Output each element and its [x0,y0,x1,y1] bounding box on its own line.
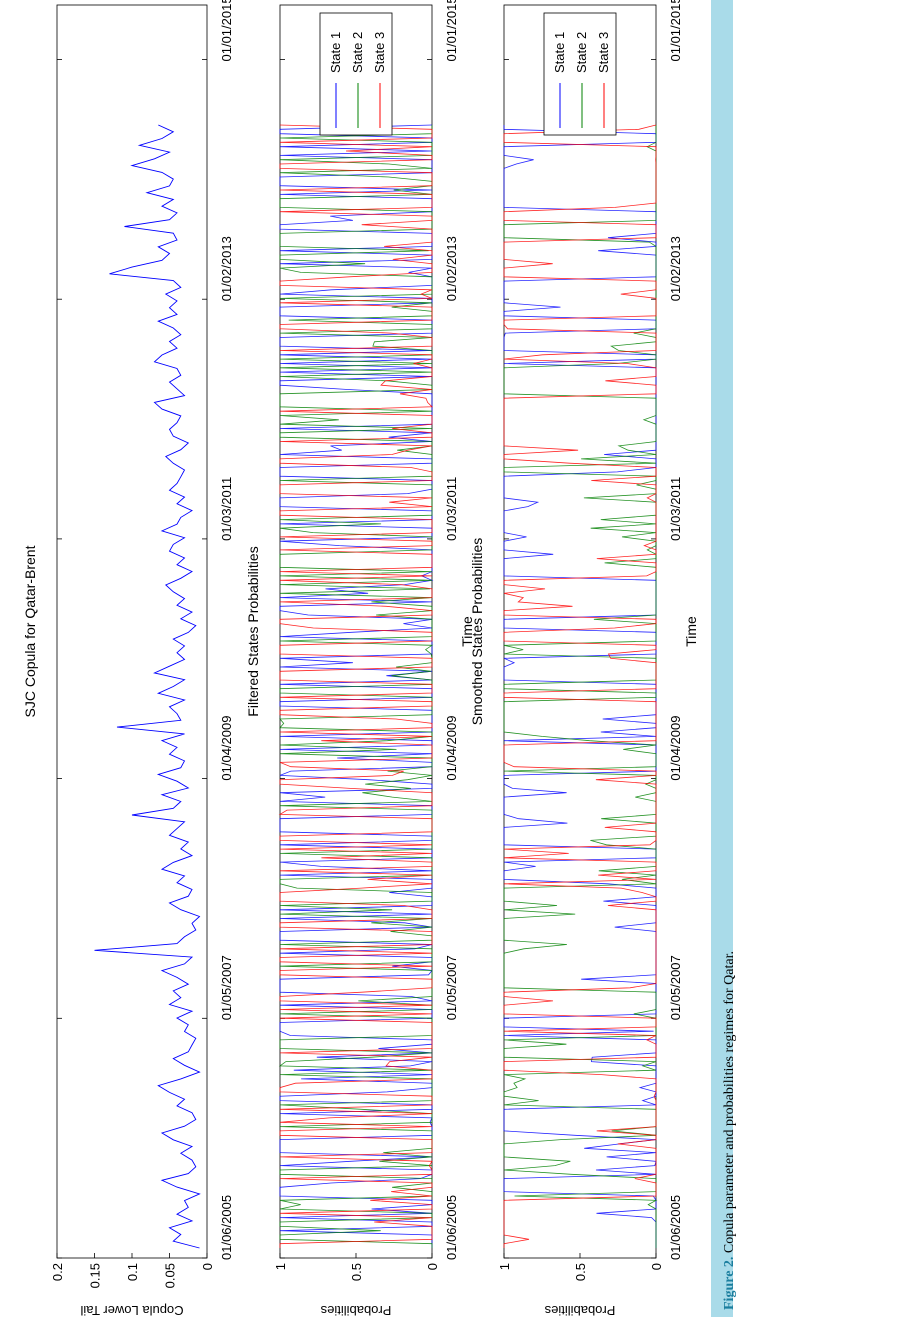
chart-panel-3: 1 0.5 0 01/06/2005 01/05/2007 01/04/2009 01/03… [469,0,699,1317]
probability-series-1 [503,125,657,1248]
value-tick-label: 0.05 [163,1263,178,1288]
time-axis-label: Time [459,616,475,647]
legend-label-1: State 1 [328,32,343,73]
value-tick-label: 0 [200,1263,215,1270]
time-tick-label: 01/02/2013 [444,236,459,301]
time-tick-label: 01/03/2011 [668,477,683,541]
value-tick-label: 0 [425,1263,440,1270]
caption-label: Figure 2. [722,1256,737,1310]
chart-panel-1: 0.2 0.15 0.1 0.05 0 01/06/2005 01/05/2007 01/04… [22,0,234,1317]
time-tick-label: 01/06/2005 [444,1195,459,1260]
time-tick-label: 01/04/2009 [219,716,234,781]
time-tick-label: 01/05/2007 [444,955,459,1020]
legend-label-3: State 3 [372,32,387,73]
probability-series-3 [503,124,657,1248]
legend: State 1 State 2 State 3 [319,12,393,136]
legend-box [319,12,393,136]
value-tick-label: 0.2 [50,1263,65,1281]
legend: State 1 State 2 State 3 [543,12,617,136]
time-tick-label: 01/02/2013 [668,236,683,301]
value-tick-label: 0 [649,1263,664,1270]
figure-caption: Figure 2. Copula parameter and probabili… [722,951,738,1310]
legend-box [543,12,617,136]
time-tick-label: 01/04/2009 [444,716,459,781]
chart-title: Filtered States Probabilities [245,546,261,716]
value-tick-label: 0.5 [573,1263,588,1281]
chart-title: Smoothed States Probabilities [469,538,485,726]
value-tick-label: 0.1 [125,1263,140,1281]
chart-panel-2: 1 0.5 0 01/06/2005 01/05/2007 01/04/2009 01/03… [245,0,475,1317]
time-tick-label: 01/06/2005 [219,1195,234,1260]
chart-title: SJC Copula for Qatar-Brent [22,545,38,717]
time-tick-label: 01/03/2011 [444,477,459,541]
value-axis-label: Copula Lower Tail [80,1303,183,1317]
copula-series-line [94,124,201,1249]
figure: 0.2 0.15 0.1 0.05 0 01/06/2005 01/05/2007 01/04… [22,0,699,1317]
time-tick-label: 01/02/2013 [219,236,234,301]
value-tick-label: 1 [497,1263,512,1270]
time-tick-label: 01/04/2009 [668,716,683,781]
time-tick-label: 01/01/2015 [219,0,234,62]
time-tick-label: 01/05/2007 [668,955,683,1020]
time-tick-label: 01/03/2011 [219,477,234,541]
time-tick-label: 01/01/2015 [444,0,459,62]
legend-label-2: State 2 [350,32,365,73]
value-tick-label: 1 [273,1263,288,1270]
legend-label-1: State 1 [552,32,567,73]
value-axis-label: Probabilities [544,1303,615,1317]
plot-area-frame [56,4,208,1259]
value-tick-label: 0.15 [88,1263,103,1288]
legend-label-2: State 2 [574,32,589,73]
value-axis-label: Probabilities [320,1303,391,1317]
probability-series-3 [278,124,433,1248]
probability-series-2 [503,125,658,1248]
time-tick-label: 01/05/2007 [219,955,234,1020]
time-axis-label: Time [683,616,699,647]
value-tick-label: 0.5 [349,1263,364,1281]
caption-bar [711,0,733,1317]
caption-text: Copula parameter and probabilities regim… [722,951,737,1257]
time-tick-label: 01/01/2015 [668,0,683,62]
time-tick-label: 01/06/2005 [668,1195,683,1260]
legend-label-3: State 3 [596,32,611,73]
